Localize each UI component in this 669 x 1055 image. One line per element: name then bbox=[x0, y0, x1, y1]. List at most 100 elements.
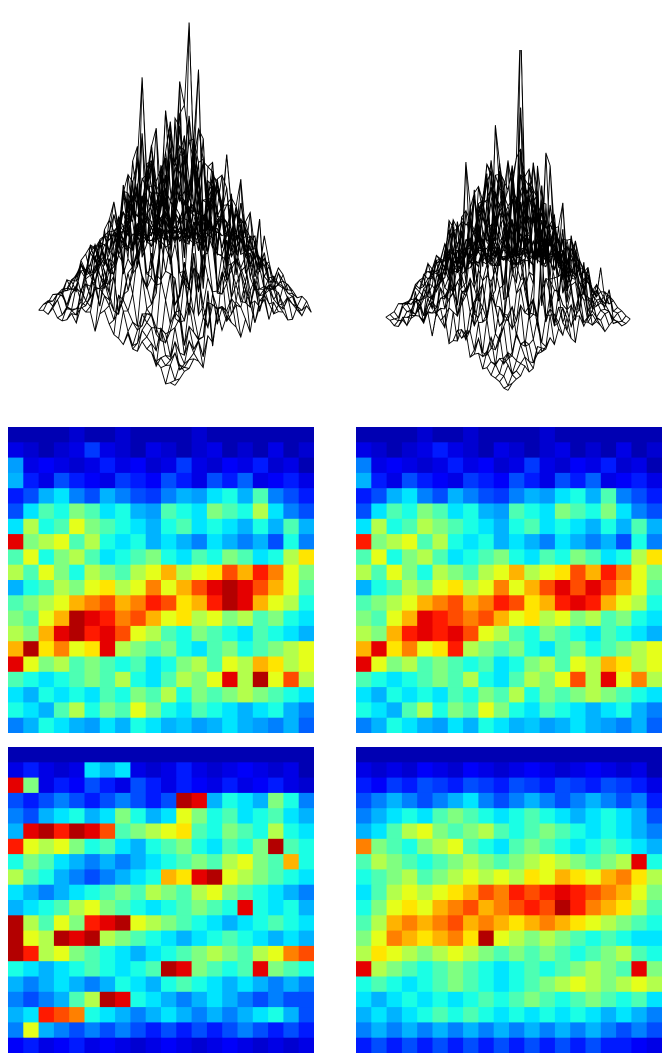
heatmap-bottom-right-cell bbox=[432, 1007, 449, 1023]
heatmap-top-left-cell bbox=[23, 549, 40, 566]
heatmap-bottom-left-cell bbox=[53, 854, 70, 870]
heatmap-top-left-cell bbox=[206, 518, 223, 535]
heatmap-bottom-right bbox=[356, 747, 662, 1053]
heatmap-top-right-cell bbox=[447, 549, 464, 566]
heatmap-bottom-right-cell bbox=[493, 747, 510, 763]
heatmap-bottom-left-cell bbox=[38, 1037, 55, 1053]
heatmap-top-right-cell bbox=[646, 427, 662, 443]
heatmap-bottom-left-cell bbox=[206, 869, 223, 886]
heatmap-top-right-cell bbox=[432, 518, 449, 535]
heatmap-top-right-cell bbox=[616, 442, 632, 459]
heatmap-top-left-cell bbox=[283, 518, 300, 535]
heatmap-top-left-cell bbox=[115, 503, 131, 520]
heatmap-bottom-right-cell bbox=[539, 976, 556, 993]
heatmap-top-right-cell bbox=[356, 503, 372, 520]
heatmap-top-left-cell bbox=[84, 472, 101, 489]
heatmap-bottom-left-cell bbox=[130, 747, 147, 763]
heatmap-top-left-cell bbox=[69, 472, 86, 489]
heatmap-top-right-cell bbox=[646, 687, 662, 703]
heatmap-top-right-cell bbox=[386, 671, 403, 688]
heatmap-bottom-right-cell bbox=[417, 747, 434, 763]
heatmap-top-right-cell bbox=[524, 457, 541, 474]
heatmap-top-right-cell bbox=[386, 503, 403, 520]
heatmap-top-right-cell bbox=[554, 457, 571, 474]
heatmap-bottom-left-cell bbox=[222, 976, 239, 993]
heatmap-bottom-left-cell bbox=[176, 792, 193, 809]
heatmap-bottom-left-cell bbox=[252, 961, 269, 978]
heatmap-bottom-left-cell bbox=[176, 961, 193, 978]
heatmap-top-right-cell bbox=[478, 656, 495, 673]
heatmap-bottom-left-cell bbox=[99, 854, 116, 870]
heatmap-top-right-cell bbox=[616, 595, 632, 612]
heatmap-top-right-cell bbox=[401, 641, 418, 658]
heatmap-top-right-cell bbox=[616, 534, 632, 550]
heatmap-bottom-right-cell bbox=[554, 777, 571, 794]
heatmap-top-left-cell bbox=[161, 671, 177, 688]
heatmap-bottom-right-cell bbox=[524, 777, 541, 794]
heatmap-top-right-cell bbox=[447, 518, 464, 535]
heatmap-bottom-left-cell bbox=[23, 1007, 40, 1023]
heatmap-bottom-left-cell bbox=[161, 792, 177, 809]
heatmap-bottom-left-cell bbox=[99, 747, 116, 763]
heatmap-top-right-cell bbox=[616, 702, 632, 719]
heatmap-bottom-right-cell bbox=[524, 747, 541, 763]
heatmap-bottom-right-cell bbox=[463, 838, 479, 855]
heatmap-top-left-cell bbox=[38, 503, 55, 520]
heatmap-top-right-cell bbox=[432, 671, 449, 688]
heatmap-top-right-cell bbox=[478, 641, 495, 658]
heatmap-top-left-cell bbox=[38, 641, 55, 658]
heatmap-bottom-right-cell bbox=[386, 747, 403, 763]
heatmap-bottom-right-cell bbox=[386, 884, 403, 901]
heatmap-top-right-cell bbox=[509, 457, 525, 474]
heatmap-top-left-cell bbox=[145, 625, 162, 642]
heatmap-bottom-right-cell bbox=[447, 792, 464, 809]
heatmap-bottom-left-cell bbox=[298, 930, 314, 947]
heatmap-bottom-right-cell bbox=[417, 808, 434, 825]
heatmap-top-left-cell bbox=[176, 702, 193, 719]
heatmap-bottom-right-cell bbox=[554, 961, 571, 978]
heatmap-bottom-right-cell bbox=[646, 823, 662, 840]
heatmap-bottom-left-cell bbox=[84, 961, 101, 978]
heatmap-bottom-right-cell bbox=[432, 838, 449, 855]
heatmap-bottom-left-cell bbox=[283, 792, 300, 809]
heatmap-bottom-right-cell bbox=[616, 991, 632, 1008]
heatmap-top-left-cell bbox=[237, 641, 254, 658]
heatmap-top-right-cell bbox=[646, 671, 662, 688]
heatmap-top-left-cell bbox=[8, 564, 24, 581]
heatmap-top-left-cell bbox=[298, 671, 314, 688]
heatmap-bottom-right-cell bbox=[493, 823, 510, 840]
heatmap-bottom-left-cell bbox=[268, 747, 284, 763]
heatmap-top-right-cell bbox=[401, 687, 418, 703]
heatmap-top-right-cell bbox=[631, 717, 648, 733]
heatmap-top-left-cell bbox=[206, 610, 223, 627]
heatmap-bottom-right-cell bbox=[585, 1037, 602, 1053]
heatmap-top-right-cell bbox=[554, 488, 571, 505]
heatmap-top-right-cell bbox=[631, 503, 648, 520]
heatmap-bottom-right-cell bbox=[570, 1022, 587, 1039]
heatmap-top-right-cell bbox=[417, 610, 434, 627]
heatmap-bottom-right-cell bbox=[463, 961, 479, 978]
heatmap-top-left-cell bbox=[298, 488, 314, 505]
surface-plot-left bbox=[30, 0, 320, 400]
heatmap-top-left-cell bbox=[252, 656, 269, 673]
heatmap-top-right-cell bbox=[493, 656, 510, 673]
heatmap-top-left-cell bbox=[69, 442, 86, 459]
heatmap-bottom-right-cell bbox=[570, 884, 587, 901]
heatmap-bottom-left-cell bbox=[222, 930, 239, 947]
heatmap-top-left-cell bbox=[84, 518, 101, 535]
heatmap-top-left-cell bbox=[161, 488, 177, 505]
heatmap-top-left-cell bbox=[191, 595, 208, 612]
heatmap-bottom-left-cell bbox=[99, 976, 116, 993]
heatmap-top-left-cell bbox=[283, 564, 300, 581]
heatmap-top-left-cell bbox=[237, 518, 254, 535]
heatmap-bottom-left-cell bbox=[8, 884, 24, 901]
heatmap-top-left-cell bbox=[252, 472, 269, 489]
heatmap-bottom-left-cell bbox=[206, 838, 223, 855]
heatmap-bottom-right-cell bbox=[585, 838, 602, 855]
heatmap-top-right-cell bbox=[509, 488, 525, 505]
heatmap-top-right-cell bbox=[509, 518, 525, 535]
heatmap-bottom-right-cell bbox=[417, 900, 434, 916]
heatmap-bottom-right-cell bbox=[432, 869, 449, 886]
heatmap-top-right-cell bbox=[646, 564, 662, 581]
heatmap-top-right-cell bbox=[585, 610, 602, 627]
